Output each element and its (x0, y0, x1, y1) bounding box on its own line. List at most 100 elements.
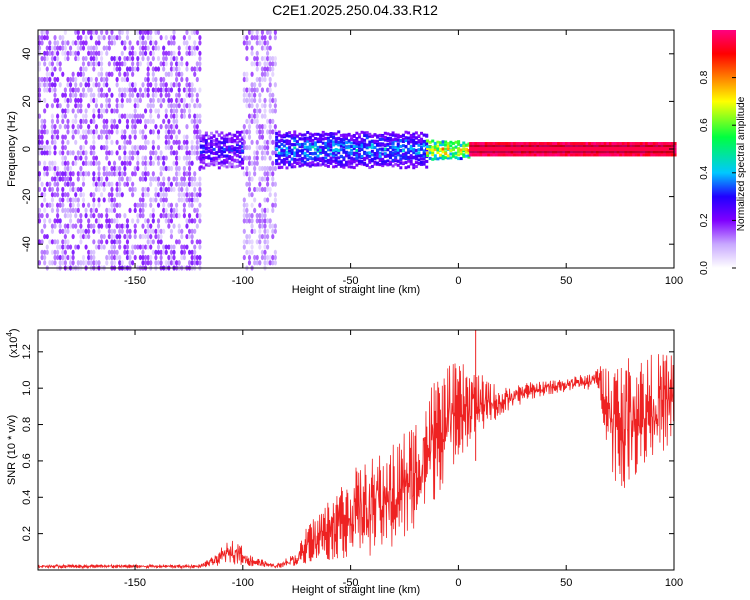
spectrogram-cell (149, 97, 153, 104)
spectrogram-cell (185, 45, 189, 51)
spectrogram-cell (668, 142, 672, 146)
spectrogram-cell (187, 82, 192, 88)
spectrogram-cell (198, 35, 202, 41)
spectrogram-cell (123, 144, 127, 151)
spectrogram-cell (118, 176, 122, 182)
spectrogram-cell (66, 165, 70, 172)
spectrogram-cell (133, 254, 137, 261)
spectrogram-cell (603, 153, 607, 157)
spectrogram-cell (123, 223, 127, 229)
spectrogram-cell (247, 233, 252, 240)
spectrogram-cell (355, 136, 359, 140)
spectrogram-cell (265, 45, 270, 51)
spectrogram-cell (355, 149, 359, 153)
spectrogram-cell (149, 197, 153, 203)
spectrogram-cell (175, 139, 179, 145)
spectrogram-cell (394, 155, 398, 159)
spectrogram-cell (125, 176, 130, 182)
spectrogram-cell (352, 157, 356, 161)
spectrogram-cell (105, 254, 109, 261)
spectrogram-cell (260, 103, 265, 109)
spectrogram-cell (164, 155, 168, 161)
spectrogram-cell (48, 181, 52, 187)
spectrogram-cell (396, 133, 400, 137)
spectrogram-cell (222, 159, 226, 163)
spectrogram-cell (255, 50, 259, 56)
spectrogram-cell (182, 139, 186, 145)
spectrogram-cell (128, 155, 132, 161)
spectrogram-cell (68, 45, 73, 51)
spectrogram-cell (76, 50, 80, 56)
spectrogram-cell (115, 233, 119, 240)
spectrogram-cell (280, 151, 284, 155)
spectrogram-cell (175, 92, 179, 98)
snr-frame (37, 329, 675, 571)
spectrogram-cell (247, 239, 252, 245)
spectrogram-cell (63, 92, 67, 98)
spectrogram-cell (76, 71, 80, 77)
spectrogram-cell (68, 181, 73, 187)
spectrogram-cell (250, 218, 254, 224)
spectrogram-cell (61, 118, 65, 124)
spectrogram-cell (118, 165, 122, 172)
spectrogram-cell (154, 155, 158, 161)
spectrogram-cell (61, 40, 65, 46)
spectrogram-cell (99, 244, 104, 250)
spectrogram-cell (167, 103, 171, 109)
spectrogram-cell (316, 154, 320, 158)
spectrogram-cell (58, 124, 62, 130)
spectrogram-cell (265, 144, 270, 151)
spectrogram-cell (68, 223, 73, 229)
spectrogram-cell (156, 66, 161, 72)
spectrogram-cell (37, 176, 42, 182)
spectrogram-cell (295, 140, 299, 144)
spectrogram-cell (268, 223, 272, 229)
spectrogram-cell (164, 244, 168, 250)
spectrogram-cell (332, 151, 336, 155)
spectrogram-cell (97, 197, 101, 203)
spectrogram-cell (202, 161, 206, 165)
spectrogram-cell (258, 134, 262, 140)
spectrogram-cell (107, 61, 111, 67)
spectrogram-cell (63, 213, 67, 219)
spectrogram-cell (74, 139, 78, 145)
spectrogram-cell (141, 207, 145, 214)
spectrogram-cell (162, 207, 166, 214)
spectrogram-cell (167, 165, 171, 172)
spectrogram-cell (193, 50, 197, 56)
spectrogram-cell (107, 129, 111, 135)
spectrogram-cell (87, 260, 91, 266)
spectrogram-cell (306, 149, 310, 153)
spectrogram-cell (363, 138, 367, 142)
spectrogram-cell (253, 186, 257, 193)
spectrogram-cell (598, 153, 602, 157)
spectrogram-cell (265, 254, 270, 261)
spectrogram-cell (56, 118, 60, 124)
spectrogram-cell (133, 113, 137, 119)
spectrogram-cell (97, 171, 101, 177)
spectrogram-cell (162, 50, 166, 56)
spectrogram-cell (198, 55, 202, 62)
spectrogram-cell (263, 197, 267, 203)
spectrogram-cell (53, 97, 57, 104)
spectrogram-cell (66, 160, 70, 166)
spectrogram-cell (40, 129, 44, 135)
spectrogram-cell (151, 66, 155, 72)
spectrogram-cell (321, 150, 325, 154)
spectrogram-cell (220, 131, 224, 135)
spectrogram-cell (131, 113, 135, 119)
spectrogram-cell (128, 92, 132, 98)
spectrogram-cell (554, 142, 558, 146)
spectrogram-cell (273, 165, 277, 172)
spectrogram-cell (255, 213, 259, 219)
spectrogram-cell (308, 161, 312, 165)
spectrogram-cell (156, 233, 161, 240)
spectrogram-cell (56, 134, 60, 140)
spectrogram-cell (404, 154, 408, 158)
spectrogram-cell (342, 148, 346, 152)
spectrogram-cell (378, 133, 382, 137)
spectrogram-cell (71, 207, 75, 214)
spectrogram-cell (409, 133, 413, 137)
spectrogram-cell (247, 155, 252, 161)
spectrogram-cell (187, 165, 192, 172)
